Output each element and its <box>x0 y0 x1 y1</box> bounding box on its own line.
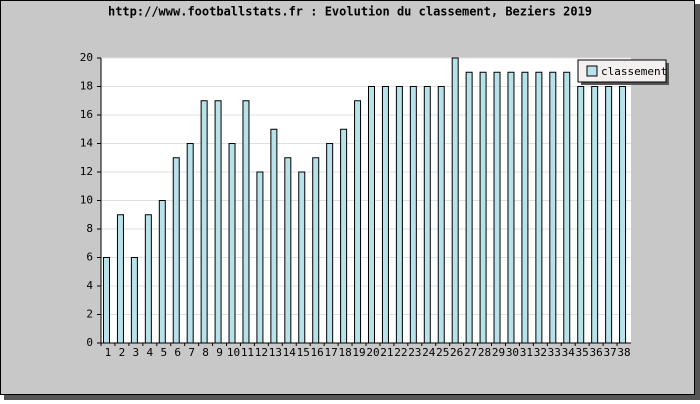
bar <box>507 71 515 344</box>
bar <box>381 86 389 344</box>
x-tick-label: 34 <box>562 346 576 359</box>
x-tick-label: 9 <box>216 346 223 359</box>
bar <box>214 100 222 344</box>
x-tick-label: 15 <box>297 346 310 359</box>
bar <box>591 86 599 344</box>
x-tick-label: 18 <box>338 346 351 359</box>
x-tick-label: 3 <box>133 346 140 359</box>
bar <box>228 143 236 344</box>
y-tick-label: 16 <box>80 108 93 121</box>
y-tick-label: 14 <box>80 137 94 150</box>
bar <box>535 71 543 344</box>
bar <box>619 86 627 344</box>
bar <box>130 257 138 344</box>
y-tick-label: 4 <box>86 279 93 292</box>
x-tick-label: 27 <box>464 346 477 359</box>
x-tick-label: 19 <box>352 346 365 359</box>
bar <box>395 86 403 344</box>
y-tick-label: 0 <box>86 336 93 349</box>
bar <box>158 200 166 344</box>
legend-label: classement <box>601 65 667 78</box>
bar <box>479 71 487 344</box>
bar <box>451 57 459 344</box>
x-tick-label: 25 <box>436 346 449 359</box>
x-tick-label: 37 <box>603 346 616 359</box>
x-tick-label: 36 <box>590 346 603 359</box>
x-tick-label: 5 <box>160 346 167 359</box>
x-tick-label: 29 <box>492 346 505 359</box>
x-tick-label: 22 <box>394 346 407 359</box>
bar <box>186 143 194 344</box>
y-tick-label: 18 <box>80 80 93 93</box>
x-tick-label: 11 <box>241 346 254 359</box>
chart-title: http://www.footballstats.fr : Evolution … <box>108 5 592 19</box>
bar <box>270 128 278 344</box>
legend-box <box>577 59 667 83</box>
bar <box>605 86 613 344</box>
bar <box>326 143 334 344</box>
y-tick-label: 20 <box>80 51 93 64</box>
bar <box>577 86 585 344</box>
x-tick-label: 26 <box>450 346 463 359</box>
y-tick-label: 10 <box>80 194 93 207</box>
y-tick-label: 6 <box>86 251 93 264</box>
x-tick-label: 12 <box>255 346 268 359</box>
x-tick-label: 28 <box>478 346 491 359</box>
bar <box>284 157 292 344</box>
x-tick-label: 13 <box>269 346 282 359</box>
bar <box>144 214 152 344</box>
x-tick-label: 35 <box>576 346 589 359</box>
x-tick-label: 32 <box>534 346 547 359</box>
x-tick-label: 14 <box>283 346 297 359</box>
legend-swatch <box>586 65 598 77</box>
x-tick-label: 4 <box>147 346 154 359</box>
x-tick-label: 1 <box>105 346 112 359</box>
x-tick-label: 16 <box>311 346 324 359</box>
x-tick-label: 20 <box>366 346 379 359</box>
y-tick-label: 2 <box>86 308 93 321</box>
bar <box>256 171 264 344</box>
bar <box>521 71 529 344</box>
bar <box>563 71 571 344</box>
bar <box>200 100 208 344</box>
x-tick-label: 2 <box>119 346 126 359</box>
x-tick-label: 24 <box>422 346 436 359</box>
x-tick-label: 23 <box>408 346 421 359</box>
bar <box>172 157 180 344</box>
x-tick-label: 31 <box>520 346 533 359</box>
bar <box>368 86 375 344</box>
bar <box>340 128 348 344</box>
bar <box>493 71 501 344</box>
x-tick-label: 6 <box>174 346 181 359</box>
x-tick-label: 30 <box>506 346 519 359</box>
y-tick-label: 12 <box>80 165 93 178</box>
bar <box>437 86 445 344</box>
x-tick-label: 21 <box>380 346 393 359</box>
bar <box>242 100 250 344</box>
bar <box>354 100 362 344</box>
bar <box>465 71 473 344</box>
bar <box>312 157 320 344</box>
x-tick-label: 7 <box>188 346 195 359</box>
x-tick-label: 38 <box>617 346 630 359</box>
x-tick-label: 8 <box>202 346 209 359</box>
bar <box>423 86 431 344</box>
bar <box>549 71 557 344</box>
x-tick-label: 10 <box>227 346 240 359</box>
x-tick-label: 17 <box>325 346 338 359</box>
bar <box>103 257 110 344</box>
bar <box>409 86 417 344</box>
bar <box>116 214 124 344</box>
y-tick-label: 8 <box>86 222 93 235</box>
bar <box>298 171 306 344</box>
x-tick-label: 33 <box>548 346 561 359</box>
